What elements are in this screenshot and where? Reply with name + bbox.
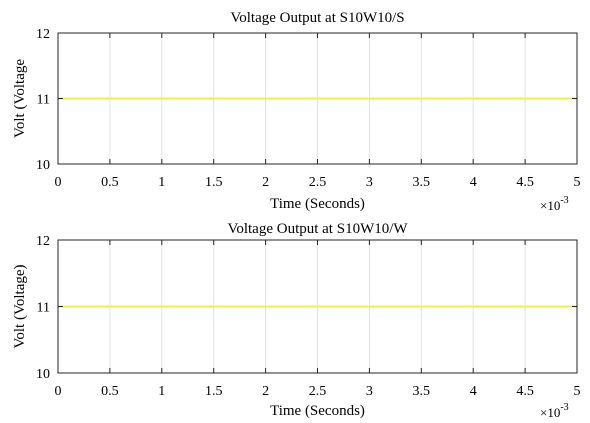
chart2-x-tick-label: 1.5 xyxy=(205,384,223,399)
chart2-x-tick-label: 0.5 xyxy=(101,384,119,399)
chart2-y-tick-label: 12 xyxy=(36,234,50,249)
chart2-x-tick-label: 2.5 xyxy=(309,384,327,399)
chart1-y-axis-label: Volt (Voltage xyxy=(12,59,28,138)
chart2-x-multiplier: ×10-3 xyxy=(540,402,569,420)
chart1-x-multiplier-base: ×10 xyxy=(540,198,560,213)
chart2-x-tick-label: 5 xyxy=(574,384,581,399)
chart2-x-tick-label: 2 xyxy=(262,384,269,399)
chart2-y-tick-label: 10 xyxy=(36,367,50,382)
chart2-panel: 0 0.5 1 1.5 2 2.5 3 3.5 4 4.5 5 10 11 12 Voltage Outpu… xyxy=(12,221,581,420)
chart1-x-tick-label: 4.5 xyxy=(516,175,534,190)
chart1-x-multiplier: ×10-3 xyxy=(540,195,569,213)
chart2-x-tick-label: 3.5 xyxy=(413,384,431,399)
chart2-x-axis-label: Time (Seconds) xyxy=(270,403,365,419)
chart2-x-multiplier-exponent: -3 xyxy=(560,402,568,413)
chart2-x-tick-label: 0 xyxy=(55,384,62,399)
chart1-x-multiplier-exponent: -3 xyxy=(560,195,568,206)
chart2-title: Voltage Output at S10W10/W xyxy=(227,221,408,237)
chart1-x-tick-label: 2 xyxy=(262,175,269,190)
chart1-x-tick-label: 5 xyxy=(574,175,581,190)
chart2-x-tick-label: 1 xyxy=(158,384,165,399)
chart1-x-tick-label: 4 xyxy=(470,175,477,190)
chart2-x-multiplier-base: ×10 xyxy=(540,405,560,420)
chart1-y-tick-label: 10 xyxy=(36,158,50,173)
chart2-x-tick-label: 3 xyxy=(366,384,373,399)
chart1-x-tick-label: 0.5 xyxy=(101,175,119,190)
chart1-x-axis-label: Time (Seconds) xyxy=(270,196,365,212)
chart1-x-tick-label: 2.5 xyxy=(309,175,327,190)
chart1-y-tick-label: 12 xyxy=(36,27,50,42)
chart1-x-tick-label: 3.5 xyxy=(413,175,431,190)
chart2-x-tick-label: 4 xyxy=(470,384,477,399)
chart2-x-tick-label: 4.5 xyxy=(516,384,534,399)
chart1-panel: 0 0.5 1 1.5 2 2.5 3 3.5 4 4.5 5 10 11 12 Voltage Outpu… xyxy=(12,10,581,213)
chart1-y-tick-label: 11 xyxy=(37,93,50,108)
chart2-y-axis-label: Volt (Voltage) xyxy=(12,264,28,348)
chart1-x-tick-label: 0 xyxy=(55,175,62,190)
chart1-x-tick-label: 1.5 xyxy=(205,175,223,190)
chart1-x-tick-label: 1 xyxy=(158,175,165,190)
chart1-title: Voltage Output at S10W10/S xyxy=(230,10,404,26)
chart1-x-tick-label: 3 xyxy=(366,175,373,190)
chart2-y-tick-label: 11 xyxy=(37,301,50,316)
